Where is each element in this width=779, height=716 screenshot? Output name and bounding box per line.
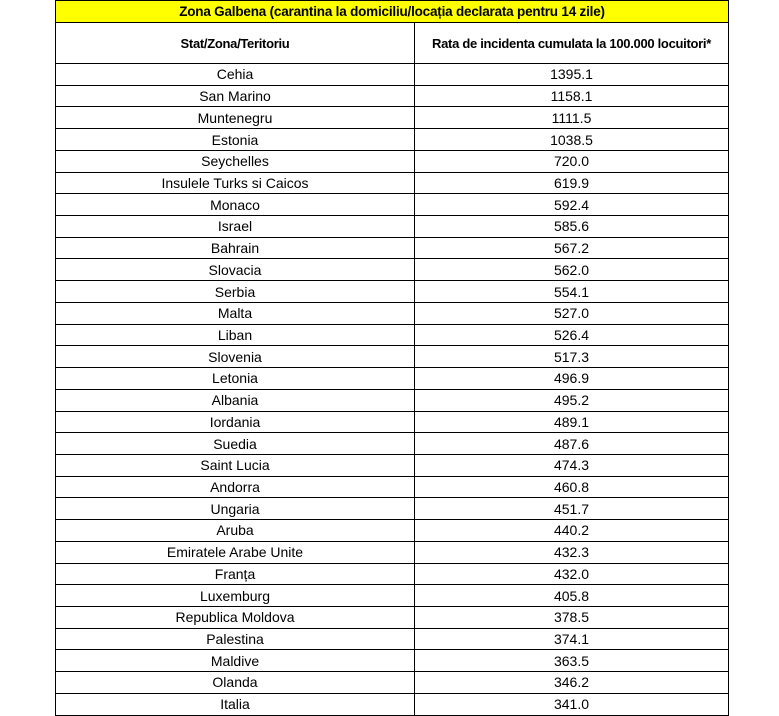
rate-cell: 527.0 (413, 301, 730, 325)
rate-cell: 496.9 (413, 367, 730, 390)
state-cell: Slovacia (55, 258, 415, 282)
state-cell: San Marino (55, 84, 415, 108)
state-cell: Franța (55, 562, 415, 586)
rate-cell: 495.2 (413, 388, 730, 412)
state-cell: Iordania (55, 410, 415, 434)
rate-cell: 1158.1 (413, 84, 730, 108)
table-row: Serbia 554.1 (55, 280, 730, 303)
table-row: Saint Lucia 474.3 (55, 453, 730, 477)
table-row: Andorra 460.8 (55, 475, 730, 499)
state-cell: Liban (55, 323, 415, 347)
state-cell: Muntenegru (55, 106, 415, 130)
rate-cell: 1111.5 (413, 106, 730, 130)
rate-cell: 363.5 (413, 649, 730, 673)
rate-cell: 405.8 (413, 584, 730, 607)
state-cell: Malta (55, 301, 415, 325)
table-row: Bahrain 567.2 (55, 236, 730, 260)
state-cell: Ungaria (55, 497, 415, 521)
state-cell: Estonia (55, 128, 415, 151)
table-row: Republica Moldova 378.5 (55, 605, 730, 629)
state-cell: Saint Lucia (55, 453, 415, 477)
table-row: Malta 527.0 (55, 301, 730, 325)
table-row: Liban 526.4 (55, 323, 730, 347)
table-row: Luxemburg 405.8 (55, 584, 730, 607)
table-row: Ungaria 451.7 (55, 497, 730, 521)
rate-cell: 1395.1 (413, 63, 730, 86)
table-row: Muntenegru 1111.5 (55, 106, 730, 130)
rate-cell: 567.2 (413, 236, 730, 260)
state-cell: Cehia (55, 63, 415, 86)
table-header-row: Stat/Zona/Teritoriu Rata de incidenta cu… (55, 22, 730, 64)
rate-cell: 474.3 (413, 453, 730, 477)
rate-cell: 489.1 (413, 410, 730, 434)
state-cell: Bahrain (55, 236, 415, 260)
state-cell: Olanda (55, 671, 415, 694)
state-cell: Monaco (55, 193, 415, 217)
rate-cell: 378.5 (413, 605, 730, 629)
table-row: Maldive 363.5 (55, 649, 730, 673)
rate-cell: 460.8 (413, 475, 730, 499)
state-cell: Letonia (55, 367, 415, 390)
table-row: Albania 495.2 (55, 388, 730, 412)
rate-cell: 517.3 (413, 345, 730, 369)
table-row: Insulele Turks si Caicos 619.9 (55, 171, 730, 195)
state-cell: Luxemburg (55, 584, 415, 607)
table-row: Franța 432.0 (55, 562, 730, 586)
table-body: Cehia 1395.1 San Marino 1158.1 Muntenegru 111… (55, 63, 730, 716)
rate-cell: 487.6 (413, 432, 730, 455)
rate-cell: 341.0 (413, 692, 730, 716)
table-row: Estonia 1038.5 (55, 128, 730, 151)
state-cell: Aruba (55, 519, 415, 542)
incidence-table: Zona Galbena (carantina la domiciliu/loc… (54, 0, 730, 716)
rate-cell: 619.9 (413, 171, 730, 195)
table-row: Monaco 592.4 (55, 193, 730, 217)
state-cell: Insulele Turks si Caicos (55, 171, 415, 195)
table-row: Israel 585.6 (55, 215, 730, 238)
state-cell: Republica Moldova (55, 605, 415, 629)
state-cell: Seychelles (55, 149, 415, 173)
rate-cell: 585.6 (413, 215, 730, 238)
table-title: Zona Galbena (carantina la domiciliu/loc… (54, 0, 730, 23)
rate-cell: 451.7 (413, 497, 730, 521)
state-cell: Palestina (55, 627, 415, 651)
rate-cell: 440.2 (413, 519, 730, 542)
state-cell: Albania (55, 388, 415, 412)
state-cell: Maldive (55, 649, 415, 673)
rate-cell: 592.4 (413, 193, 730, 217)
state-cell: Italia (55, 692, 415, 716)
table-row: Suedia 487.6 (55, 432, 730, 455)
table-row: Palestina 374.1 (55, 627, 730, 651)
table-row: Aruba 440.2 (55, 519, 730, 542)
rate-cell: 1038.5 (413, 128, 730, 151)
state-cell: Emiratele Arabe Unite (55, 540, 415, 564)
table-row: Italia 341.0 (55, 692, 730, 716)
table-row: Letonia 496.9 (55, 367, 730, 390)
column-header-rate: Rata de incidenta cumulata la 100.000 lo… (413, 22, 730, 64)
rate-cell: 720.0 (413, 149, 730, 173)
rate-cell: 526.4 (413, 323, 730, 347)
state-cell: Andorra (55, 475, 415, 499)
table-row: Cehia 1395.1 (55, 63, 730, 86)
rate-cell: 432.0 (413, 562, 730, 586)
table-row: Seychelles 720.0 (55, 149, 730, 173)
state-cell: Serbia (55, 280, 415, 303)
rate-cell: 346.2 (413, 671, 730, 694)
rate-cell: 554.1 (413, 280, 730, 303)
rate-cell: 562.0 (413, 258, 730, 282)
table-row: Iordania 489.1 (55, 410, 730, 434)
table-row: Slovenia 517.3 (55, 345, 730, 369)
column-header-state: Stat/Zona/Teritoriu (55, 22, 415, 64)
state-cell: Slovenia (55, 345, 415, 369)
table-row: Emiratele Arabe Unite 432.3 (55, 540, 730, 564)
state-cell: Suedia (55, 432, 415, 455)
rate-cell: 432.3 (413, 540, 730, 564)
state-cell: Israel (55, 215, 415, 238)
table-row: San Marino 1158.1 (55, 84, 730, 108)
table-row: Slovacia 562.0 (55, 258, 730, 282)
rate-cell: 374.1 (413, 627, 730, 651)
table-row: Olanda 346.2 (55, 671, 730, 694)
table-title-row: Zona Galbena (carantina la domiciliu/loc… (54, 0, 730, 23)
